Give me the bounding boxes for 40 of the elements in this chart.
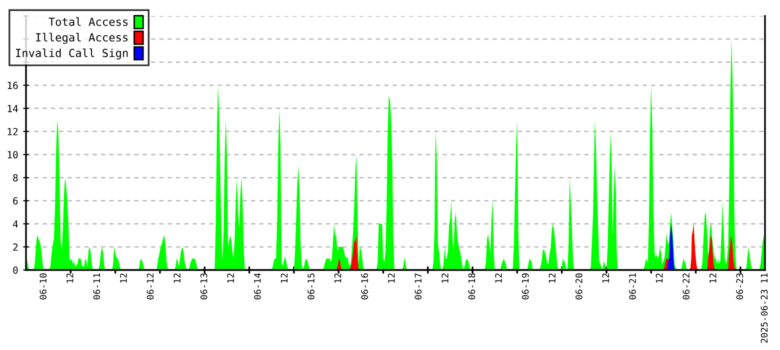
x-tick-label: 12: [120, 274, 127, 283]
y-tick-label: 14: [8, 104, 18, 112]
x-tick-label: 06-13: [200, 273, 208, 300]
x-tick-label: 06-10: [40, 273, 47, 300]
x-tick-label: 06-17: [414, 273, 422, 300]
x-tick-label: 12: [280, 274, 288, 283]
x-tick-label: 06-20: [576, 273, 582, 300]
x-tick-label: 06-22: [682, 274, 690, 300]
x-tick-label: 12: [66, 274, 74, 283]
x-tick-label: 2025-06-23 11: [760, 273, 768, 343]
x-tick-label: 06-11: [93, 273, 100, 300]
y-tick-label: 16: [8, 82, 18, 90]
x-tick-label: 12: [495, 274, 502, 283]
x-tick-label: 06-23: [736, 273, 744, 300]
y-tick-label: 6: [13, 197, 18, 205]
legend-label: Total Access: [48, 17, 128, 26]
y-tick-label: 8: [13, 174, 18, 182]
x-tick-label: 12: [227, 274, 234, 283]
x-tick-label: 06-21: [629, 273, 636, 300]
x-tick-label: 12: [174, 274, 180, 283]
x-tick-label: 06-15: [308, 274, 314, 300]
x-tick-label: 12: [602, 274, 609, 283]
x-tick-label: 12: [334, 274, 342, 283]
legend-label: Illegal Access: [36, 32, 128, 44]
y-tick-label: 0: [13, 266, 18, 274]
x-tick-label: 12: [709, 274, 716, 283]
x-tick-label: 12: [548, 274, 556, 283]
x-tick-label: 12: [388, 274, 395, 283]
x-tick-label: 06-12: [146, 274, 154, 300]
x-tick-label: 06-14: [254, 273, 261, 300]
y-tick-label: 10: [8, 151, 18, 158]
x-tick-label: 06-19: [522, 273, 529, 300]
y-tick-label: 2: [13, 243, 18, 251]
y-tick-label: 4: [12, 220, 18, 228]
x-tick-label: 06-18: [468, 273, 476, 300]
legend-label: Invalid Call Sign: [16, 48, 128, 60]
x-tick-label: 12: [656, 274, 663, 283]
x-tick-label: 06-16: [361, 273, 368, 300]
y-tick-label: 12: [8, 128, 18, 136]
x-tick-label: 12: [442, 274, 448, 283]
